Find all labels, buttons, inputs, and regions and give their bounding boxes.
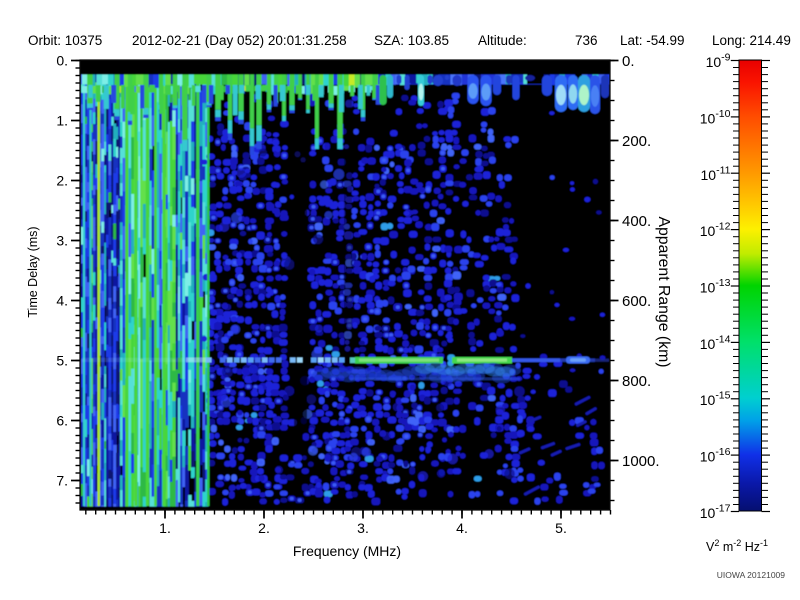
- svg-text:6.: 6.: [56, 413, 68, 429]
- svg-text:3.: 3.: [357, 520, 369, 536]
- svg-text:3.: 3.: [56, 233, 68, 249]
- svg-text:736: 736: [575, 33, 598, 48]
- svg-text:UIOWA 20121009: UIOWA 20121009: [717, 570, 785, 580]
- svg-text:600.: 600.: [622, 293, 651, 310]
- svg-text:Frequency (MHz): Frequency (MHz): [293, 543, 401, 559]
- svg-text:1.: 1.: [56, 113, 68, 129]
- svg-text:2.: 2.: [56, 173, 68, 189]
- svg-text:7.: 7.: [56, 473, 68, 489]
- svg-text:5.: 5.: [56, 353, 68, 369]
- svg-text:Lat: -54.99: Lat: -54.99: [620, 33, 685, 48]
- svg-text:0.: 0.: [622, 53, 635, 70]
- svg-text:5.: 5.: [555, 520, 567, 536]
- svg-text:4.: 4.: [56, 293, 68, 309]
- svg-text:1000.: 1000.: [622, 453, 660, 470]
- svg-text:2012-02-21 (Day 052) 20:01:31.: 2012-02-21 (Day 052) 20:01:31.258: [132, 33, 347, 48]
- svg-text:400.: 400.: [622, 213, 651, 230]
- svg-text:800.: 800.: [622, 373, 651, 390]
- svg-text:1.: 1.: [159, 520, 171, 536]
- svg-text:Apparent Range (km): Apparent Range (km): [655, 216, 672, 367]
- svg-text:Orbit: 10375: Orbit: 10375: [28, 33, 102, 48]
- svg-text:Time Delay (ms): Time Delay (ms): [26, 226, 40, 317]
- svg-text:10-17: 10-17: [700, 503, 731, 522]
- svg-text:0.: 0.: [56, 53, 68, 69]
- svg-text:SZA: 103.85: SZA: 103.85: [374, 33, 449, 48]
- svg-text:V2 m-2 Hz-1: V2 m-2 Hz-1: [706, 538, 768, 554]
- svg-text:4.: 4.: [456, 520, 468, 536]
- svg-text:200.: 200.: [622, 133, 651, 150]
- svg-text:2.: 2.: [258, 520, 270, 536]
- svg-text:Altitude:: Altitude:: [478, 33, 527, 48]
- svg-text:Long: 214.49: Long: 214.49: [712, 33, 791, 48]
